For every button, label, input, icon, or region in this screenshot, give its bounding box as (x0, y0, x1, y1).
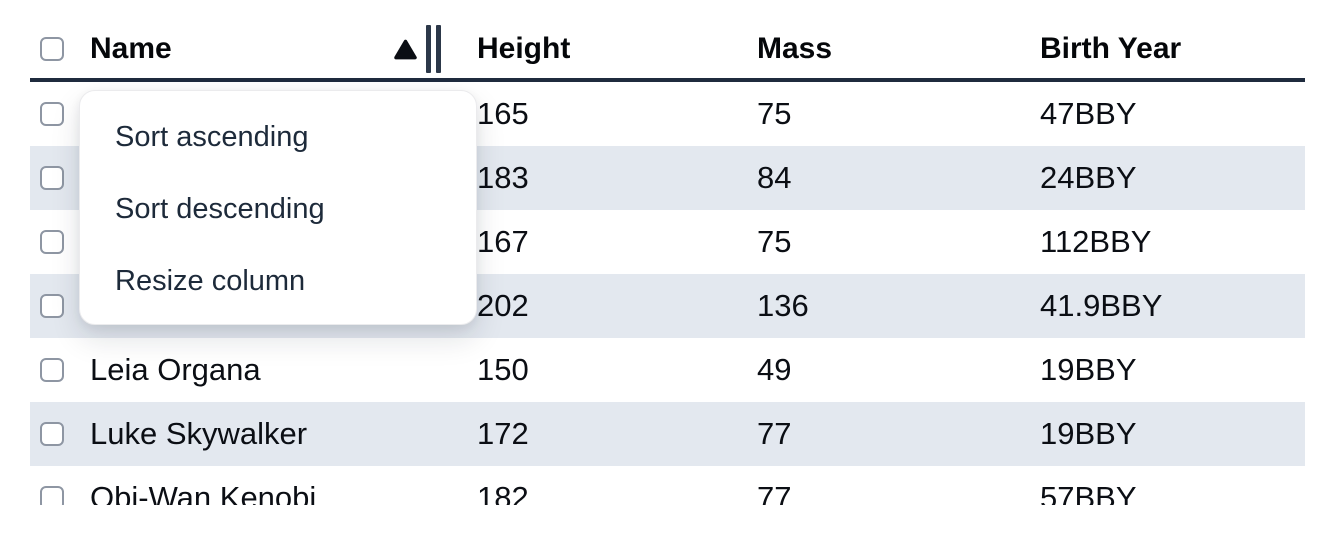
table-row: Obi-Wan Kenobi 182 77 57BBY (30, 466, 1305, 505)
row-checkbox[interactable] (40, 230, 64, 254)
row-select-cell (30, 102, 90, 126)
column-header-name[interactable]: Name (90, 20, 477, 78)
select-all-cell (30, 37, 90, 61)
table-row: Luke Skywalker 172 77 19BBY (30, 402, 1305, 466)
sort-ascending-icon[interactable] (394, 39, 417, 60)
row-checkbox[interactable] (40, 422, 64, 446)
column-header-height[interactable]: Height (477, 32, 571, 65)
row-select-cell (30, 294, 90, 318)
cell-height: 165 (477, 96, 529, 131)
column-header-birth-year[interactable]: Birth Year (1040, 32, 1182, 65)
row-checkbox[interactable] (40, 358, 64, 382)
table-header-row: Name Height Mass Birth Year (30, 20, 1305, 82)
cell-birth-year: 112BBY (1040, 224, 1152, 259)
cell-mass: 84 (757, 160, 792, 195)
cell-name: Luke Skywalker (90, 416, 308, 451)
cell-mass: 75 (757, 96, 792, 131)
sort-and-resize-group (394, 25, 441, 73)
cell-height: 202 (477, 288, 529, 323)
table-row: 167 75 112BBY (30, 210, 1305, 274)
cell-height: 150 (477, 352, 529, 387)
row-checkbox[interactable] (40, 294, 64, 318)
select-all-checkbox[interactable] (40, 37, 64, 61)
cell-mass: 77 (757, 480, 792, 505)
row-select-cell (30, 230, 90, 254)
row-select-cell (30, 166, 90, 190)
cell-mass: 77 (757, 416, 792, 451)
table-row: 165 75 47BBY (30, 82, 1305, 146)
cell-height: 172 (477, 416, 529, 451)
table-row: 202 136 41.9BBY (30, 274, 1305, 338)
row-checkbox[interactable] (40, 486, 64, 505)
cell-height: 167 (477, 224, 529, 259)
row-checkbox[interactable] (40, 166, 64, 190)
cell-mass: 136 (757, 288, 809, 323)
cell-birth-year: 24BBY (1040, 160, 1137, 195)
row-select-cell (30, 486, 90, 505)
cell-height: 183 (477, 160, 529, 195)
row-select-cell (30, 358, 90, 382)
cell-height: 182 (477, 480, 529, 505)
cell-birth-year: 57BBY (1040, 480, 1137, 505)
menu-item-sort-ascending[interactable]: Sort ascending (115, 120, 309, 153)
row-checkbox[interactable] (40, 102, 64, 126)
cell-mass: 49 (757, 352, 792, 387)
menu-item-sort-descending[interactable]: Sort descending (115, 192, 325, 225)
cell-birth-year: 19BBY (1040, 416, 1137, 451)
column-header-name-label: Name (90, 32, 172, 65)
table-viewport: Name Height Mass Birth Year 165 75 47BBY (30, 20, 1305, 505)
column-context-menu: Sort ascending Sort descending Resize co… (79, 90, 477, 325)
cell-birth-year: 47BBY (1040, 96, 1137, 131)
cell-name: Leia Organa (90, 352, 261, 387)
cell-birth-year: 41.9BBY (1040, 288, 1163, 323)
menu-item-resize-column[interactable]: Resize column (115, 264, 306, 297)
row-select-cell (30, 422, 90, 446)
cell-mass: 75 (757, 224, 792, 259)
column-resize-handle[interactable] (426, 25, 441, 73)
column-header-mass[interactable]: Mass (757, 32, 833, 65)
cell-birth-year: 19BBY (1040, 352, 1137, 387)
cell-name: Obi-Wan Kenobi (90, 480, 317, 505)
table-row: Leia Organa 150 49 19BBY (30, 338, 1305, 402)
